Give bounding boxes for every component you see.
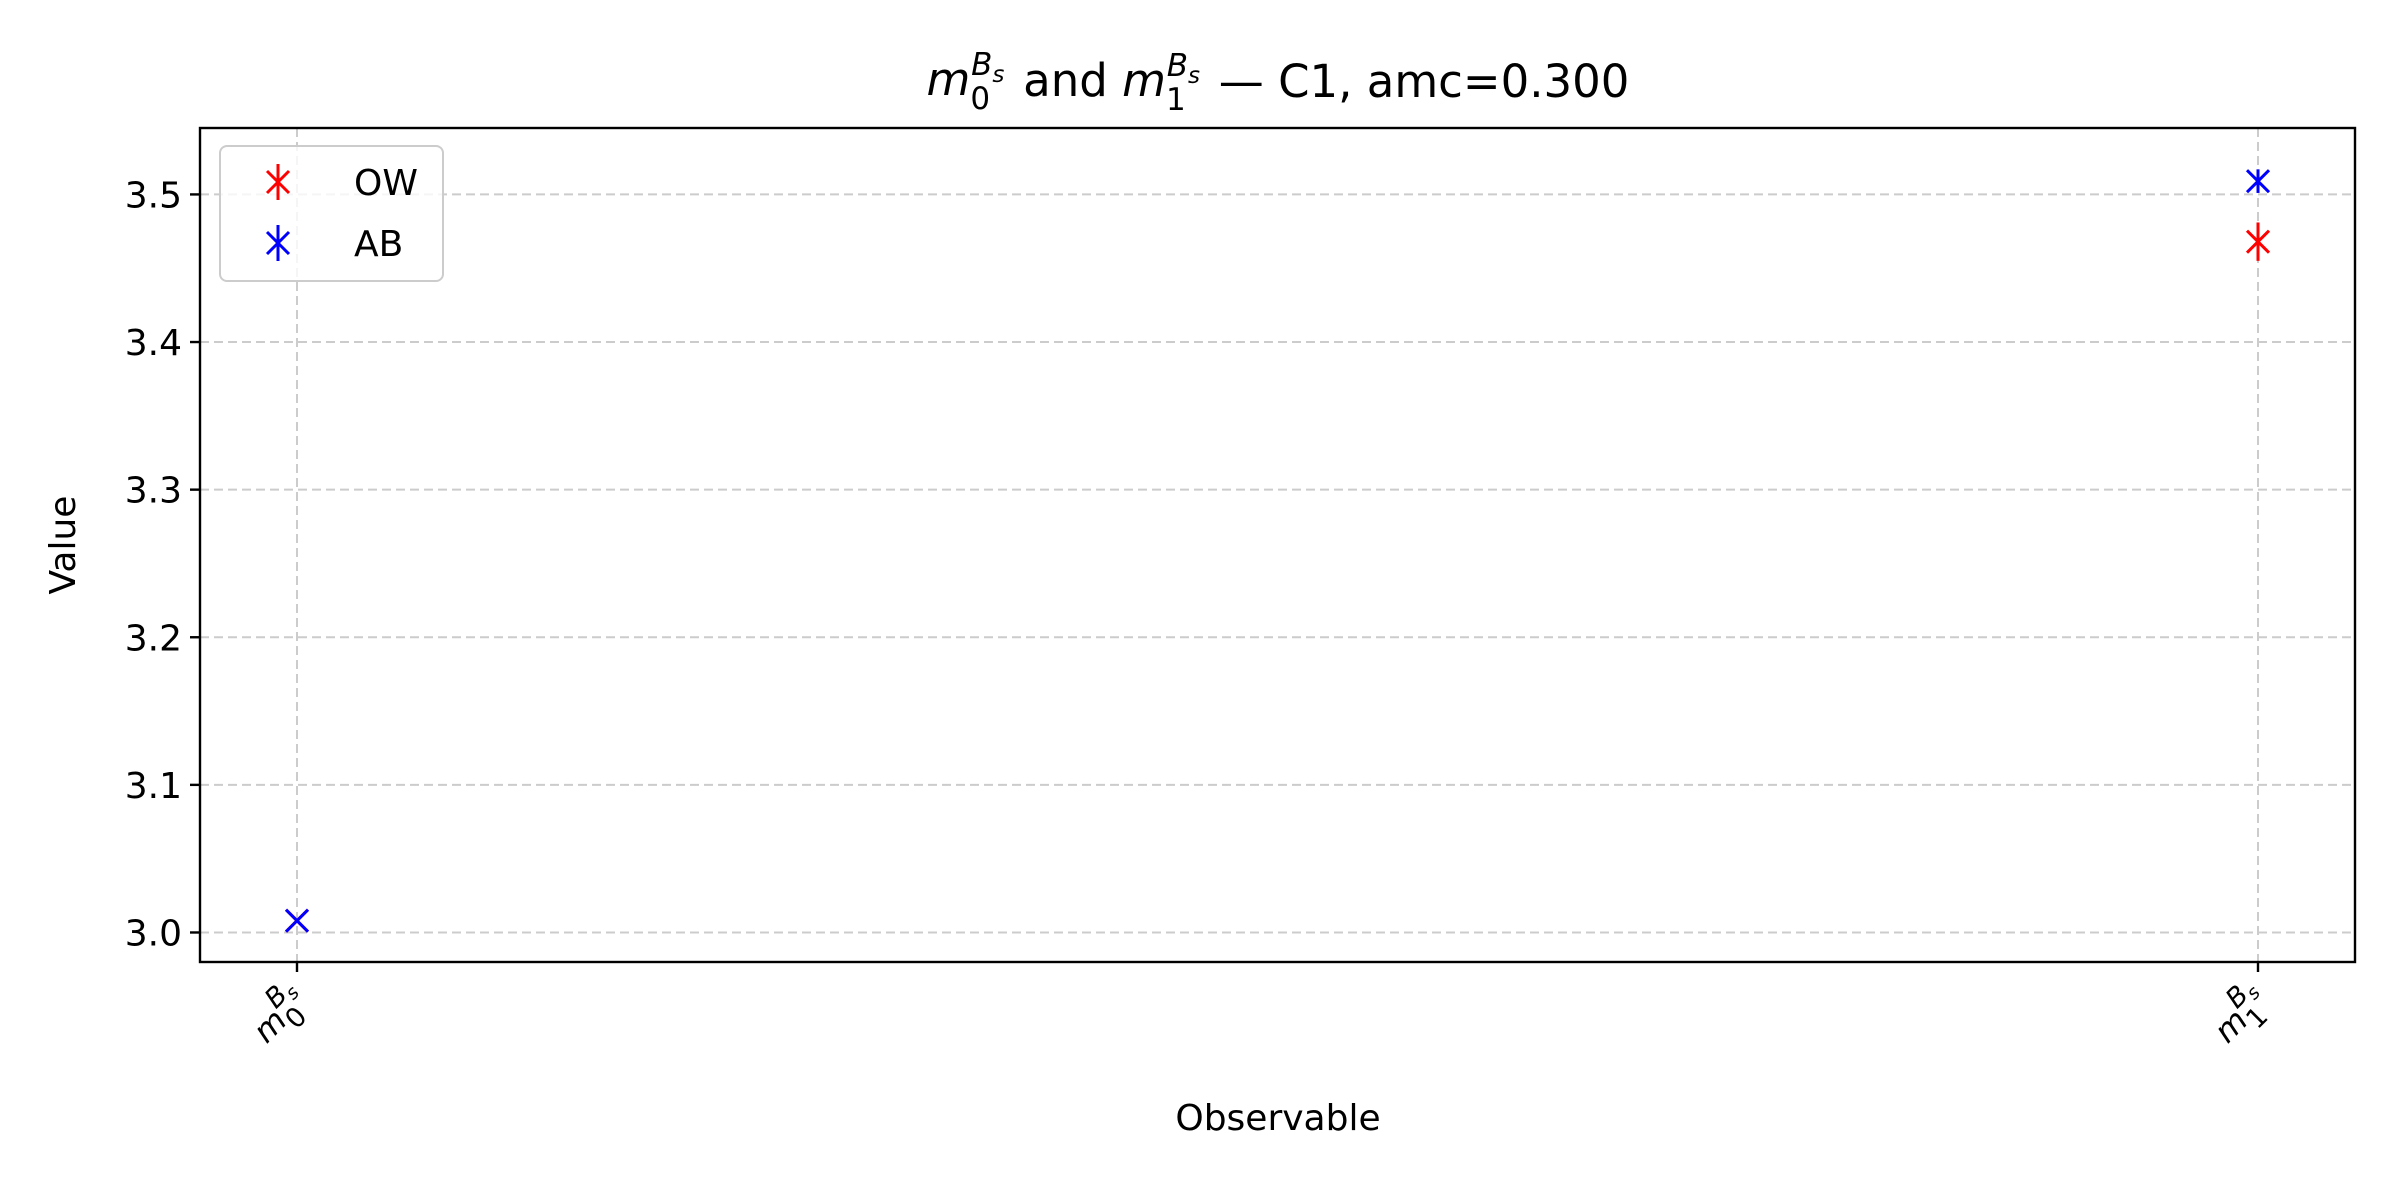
marker-stroke: [284, 908, 310, 933]
legend-label-ow: OW: [354, 163, 418, 204]
chart-title: m0Bs and m1Bs — C1, amc=0.300: [927, 47, 1630, 118]
legend-label-ab: AB: [354, 224, 403, 265]
legend-marker-stroke: [265, 230, 291, 256]
y-axis-label: Value: [43, 496, 84, 595]
marker-stroke: [2245, 229, 2271, 254]
data-point-ab: [2245, 169, 2271, 194]
grid-layer: [200, 128, 2355, 962]
y-tick-label: 3.3: [125, 471, 182, 512]
legend-marker-stroke: [265, 169, 291, 195]
x-tick-label-m0: m0Bs: [237, 970, 324, 1057]
data-point-ow: [2245, 222, 2271, 261]
data-point-ab: [284, 908, 310, 933]
axis-ticks-layer: 3.0 3.1 3.2 3.3 3.4 3.5 m0Bs m1Bs: [125, 175, 2285, 1057]
legend-entry-ab: AB: [265, 224, 403, 265]
plot-area-frame: [198, 126, 2357, 964]
y-tick-label: 3.5: [125, 175, 182, 216]
y-tick-label: 3.1: [125, 766, 182, 807]
legend-entry-ow: OW: [265, 163, 418, 204]
x-tick-label-m1: m1Bs: [2198, 970, 2285, 1057]
data-points-layer: [284, 169, 2271, 933]
x-axis-label: Observable: [1175, 1098, 1380, 1139]
y-tick-label: 3.2: [125, 618, 182, 659]
marker-stroke: [2245, 169, 2271, 194]
y-tick-label: 3.4: [125, 323, 182, 364]
legend: OW AB: [219, 145, 444, 282]
y-tick-label: 3.0: [125, 913, 182, 954]
